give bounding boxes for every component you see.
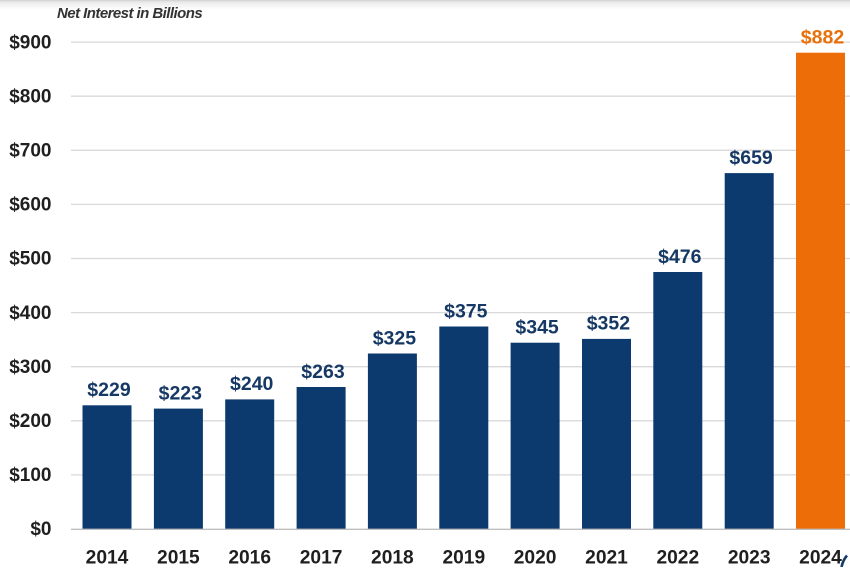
svg-text:2019: 2019	[442, 548, 485, 568]
svg-text:$325: $325	[373, 327, 417, 349]
svg-text:2022: 2022	[656, 548, 699, 568]
svg-text:$500: $500	[9, 249, 51, 270]
svg-text:2023: 2023	[728, 548, 771, 568]
svg-text:$375: $375	[444, 300, 488, 322]
svg-text:$200: $200	[9, 411, 51, 432]
svg-text:$882: $882	[801, 27, 845, 49]
svg-text:2015: 2015	[157, 548, 200, 568]
svg-text:Net Interest in Billions: Net Interest in Billions	[57, 5, 202, 22]
svg-text:2024: 2024	[799, 548, 842, 568]
svg-text:$700: $700	[9, 141, 51, 162]
svg-text:2021: 2021	[585, 548, 628, 568]
svg-text:$229: $229	[87, 379, 131, 401]
svg-text:$240: $240	[230, 373, 274, 395]
svg-text:$476: $476	[658, 246, 702, 268]
svg-text:2020: 2020	[514, 548, 557, 568]
svg-text:$100: $100	[9, 465, 51, 486]
svg-text:$352: $352	[587, 313, 631, 335]
svg-text:$0: $0	[30, 519, 51, 540]
svg-text:$345: $345	[515, 317, 559, 339]
svg-text:$263: $263	[301, 361, 345, 383]
svg-text:2017: 2017	[300, 548, 343, 568]
svg-text:$800: $800	[9, 86, 51, 107]
svg-text:$300: $300	[9, 357, 51, 378]
svg-text:2014: 2014	[86, 548, 129, 568]
svg-text:$400: $400	[9, 303, 51, 324]
svg-text:2016: 2016	[228, 548, 271, 568]
svg-text:$223: $223	[159, 382, 203, 404]
svg-text:$900: $900	[9, 32, 51, 53]
svg-text:2018: 2018	[371, 548, 414, 568]
svg-text:$659: $659	[729, 147, 773, 169]
svg-text:$600: $600	[9, 195, 51, 216]
